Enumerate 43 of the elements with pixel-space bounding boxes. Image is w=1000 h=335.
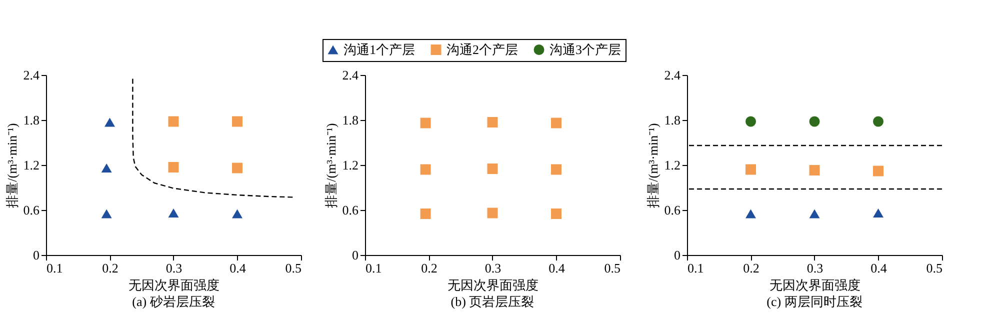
y-tick-label: 1.2 — [342, 158, 358, 172]
x-tick-label: 0.2 — [102, 260, 118, 276]
x-tick-label: 0.5 — [285, 260, 302, 276]
x-tick-label: 0.1 — [688, 260, 704, 276]
y-tick-label: 0 — [33, 248, 40, 262]
text: (c) 两层同时压裂 — [766, 294, 862, 309]
y-tick-label: 2.4 — [23, 68, 40, 82]
text: (a) 砂岩层压裂 — [132, 294, 215, 309]
legend-label: 沟通2个产层 — [446, 42, 518, 57]
line-series — [132, 78, 296, 198]
y-tick-label: 2.4 — [342, 68, 359, 82]
y-tick-label: 1.2 — [664, 158, 680, 172]
y-tick-label: 0.6 — [664, 202, 681, 218]
x-tick-label: 0.3 — [806, 260, 824, 276]
text: (b) 页岩层压裂 — [450, 294, 534, 309]
x-tick-label: 0.5 — [604, 260, 620, 276]
y-tick-label: 1.8 — [23, 112, 40, 128]
x-axis-title: 无因次界面强度 — [128, 278, 220, 292]
x-tick-label: 0.5 — [926, 260, 942, 276]
y-tick-label: 2.4 — [664, 68, 681, 82]
y-tick-label: 0.6 — [342, 202, 359, 218]
x-tick-label: 0.2 — [743, 260, 760, 276]
y-tick-label: 1.2 — [23, 158, 40, 172]
x-axis-title: 无因次界面强度 — [448, 278, 538, 292]
x-tick-label: 0.4 — [548, 260, 566, 276]
x-tick-label: 0.2 — [421, 260, 438, 276]
y-tick-label: 1.8 — [664, 112, 680, 128]
x-tick-label: 0.4 — [230, 260, 246, 276]
y-axis-title: 排量/(m³·min⁻¹) — [323, 123, 338, 208]
y-axis-title: 排量/(m³·min⁻¹) — [4, 123, 20, 208]
y-tick-label: 0 — [352, 248, 358, 262]
x-tick-label: 0.4 — [870, 260, 888, 276]
x-tick-label: 0.3 — [166, 260, 182, 276]
legend-label: 沟通1个产层 — [344, 42, 415, 57]
y-tick-label: 0.6 — [23, 202, 40, 218]
y-axis-title: 排量/(m³·min⁻¹) — [645, 123, 660, 208]
x-tick-label: 0.1 — [46, 260, 63, 276]
x-axis-title: 无因次界面强度 — [770, 278, 860, 292]
legend-label: 沟通3个产层 — [550, 42, 621, 57]
y-tick-label: 0 — [674, 248, 680, 262]
x-tick-label: 0.1 — [366, 260, 382, 276]
x-tick-label: 0.3 — [484, 260, 502, 276]
y-tick-label: 1.8 — [342, 112, 358, 128]
